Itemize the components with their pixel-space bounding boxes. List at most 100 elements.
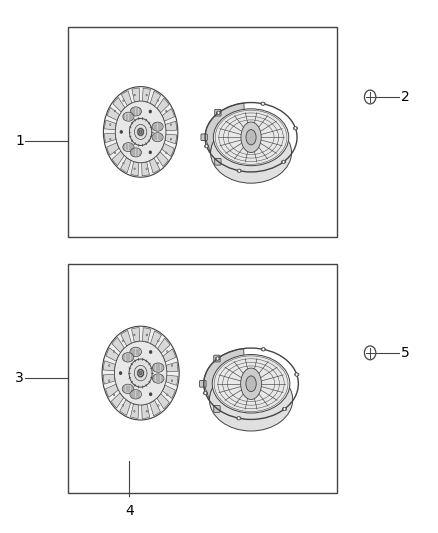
Polygon shape <box>165 134 177 144</box>
Circle shape <box>171 380 173 382</box>
Circle shape <box>114 110 116 112</box>
Bar <box>68 264 337 493</box>
Circle shape <box>166 152 167 154</box>
Ellipse shape <box>237 169 241 172</box>
Ellipse shape <box>246 130 256 145</box>
Circle shape <box>110 124 111 125</box>
Circle shape <box>238 169 240 172</box>
Circle shape <box>134 410 135 412</box>
Ellipse shape <box>215 357 220 360</box>
FancyBboxPatch shape <box>215 109 221 116</box>
Polygon shape <box>131 161 139 176</box>
Circle shape <box>123 100 124 101</box>
Circle shape <box>110 139 111 140</box>
Ellipse shape <box>138 369 144 377</box>
Polygon shape <box>131 328 140 342</box>
Polygon shape <box>120 158 131 173</box>
Polygon shape <box>105 120 116 130</box>
Polygon shape <box>103 361 115 371</box>
Circle shape <box>171 365 173 366</box>
Circle shape <box>150 351 152 353</box>
Circle shape <box>158 405 159 406</box>
Circle shape <box>166 110 167 112</box>
Polygon shape <box>165 121 177 131</box>
Polygon shape <box>166 375 178 385</box>
Ellipse shape <box>123 112 134 121</box>
Circle shape <box>150 393 152 395</box>
Polygon shape <box>162 109 174 121</box>
Ellipse shape <box>102 326 179 420</box>
Circle shape <box>364 90 376 104</box>
Polygon shape <box>120 400 131 415</box>
Circle shape <box>157 163 159 164</box>
Polygon shape <box>166 362 178 372</box>
Circle shape <box>166 351 168 352</box>
Ellipse shape <box>103 86 178 177</box>
Ellipse shape <box>131 148 141 157</box>
Circle shape <box>261 102 264 106</box>
Ellipse shape <box>152 122 163 131</box>
Circle shape <box>134 94 135 96</box>
Bar <box>68 27 337 237</box>
Polygon shape <box>106 348 119 361</box>
Polygon shape <box>156 152 168 166</box>
Circle shape <box>123 163 124 164</box>
Text: 3: 3 <box>15 372 24 385</box>
Circle shape <box>122 405 124 406</box>
Circle shape <box>109 380 110 382</box>
Ellipse shape <box>282 160 286 163</box>
Ellipse shape <box>212 354 290 413</box>
Ellipse shape <box>216 111 221 114</box>
Text: 5: 5 <box>401 346 410 360</box>
Polygon shape <box>157 338 170 353</box>
Ellipse shape <box>261 102 265 106</box>
Circle shape <box>146 410 148 412</box>
Polygon shape <box>112 151 124 166</box>
Ellipse shape <box>246 376 256 392</box>
Polygon shape <box>205 103 245 152</box>
Circle shape <box>364 346 376 360</box>
Circle shape <box>205 144 208 148</box>
Polygon shape <box>132 88 140 102</box>
Ellipse shape <box>293 127 297 130</box>
Circle shape <box>114 152 116 154</box>
Polygon shape <box>121 91 132 106</box>
Polygon shape <box>106 384 118 397</box>
Ellipse shape <box>203 391 208 394</box>
Circle shape <box>139 130 142 134</box>
Circle shape <box>146 168 147 169</box>
Circle shape <box>120 131 122 133</box>
Ellipse shape <box>152 363 164 373</box>
Circle shape <box>170 139 172 140</box>
Polygon shape <box>107 108 120 120</box>
Circle shape <box>146 94 147 96</box>
Polygon shape <box>142 88 150 102</box>
Ellipse shape <box>241 122 261 152</box>
Polygon shape <box>149 158 160 173</box>
Ellipse shape <box>115 101 166 163</box>
Polygon shape <box>107 143 119 155</box>
FancyBboxPatch shape <box>215 158 221 165</box>
Ellipse shape <box>240 368 261 399</box>
Circle shape <box>217 111 220 114</box>
Polygon shape <box>121 330 131 346</box>
Circle shape <box>170 124 172 125</box>
Ellipse shape <box>152 374 164 383</box>
Circle shape <box>283 407 286 410</box>
FancyBboxPatch shape <box>214 406 220 413</box>
Circle shape <box>120 372 121 374</box>
Ellipse shape <box>283 407 286 410</box>
Circle shape <box>149 151 151 154</box>
Polygon shape <box>113 98 125 112</box>
Ellipse shape <box>122 353 134 362</box>
Circle shape <box>157 100 159 101</box>
Ellipse shape <box>130 347 141 357</box>
Circle shape <box>122 340 124 342</box>
Circle shape <box>283 160 285 163</box>
Circle shape <box>204 391 207 394</box>
Polygon shape <box>162 143 174 156</box>
Polygon shape <box>150 331 161 346</box>
Circle shape <box>146 334 148 336</box>
Polygon shape <box>105 133 116 143</box>
Circle shape <box>294 127 297 130</box>
